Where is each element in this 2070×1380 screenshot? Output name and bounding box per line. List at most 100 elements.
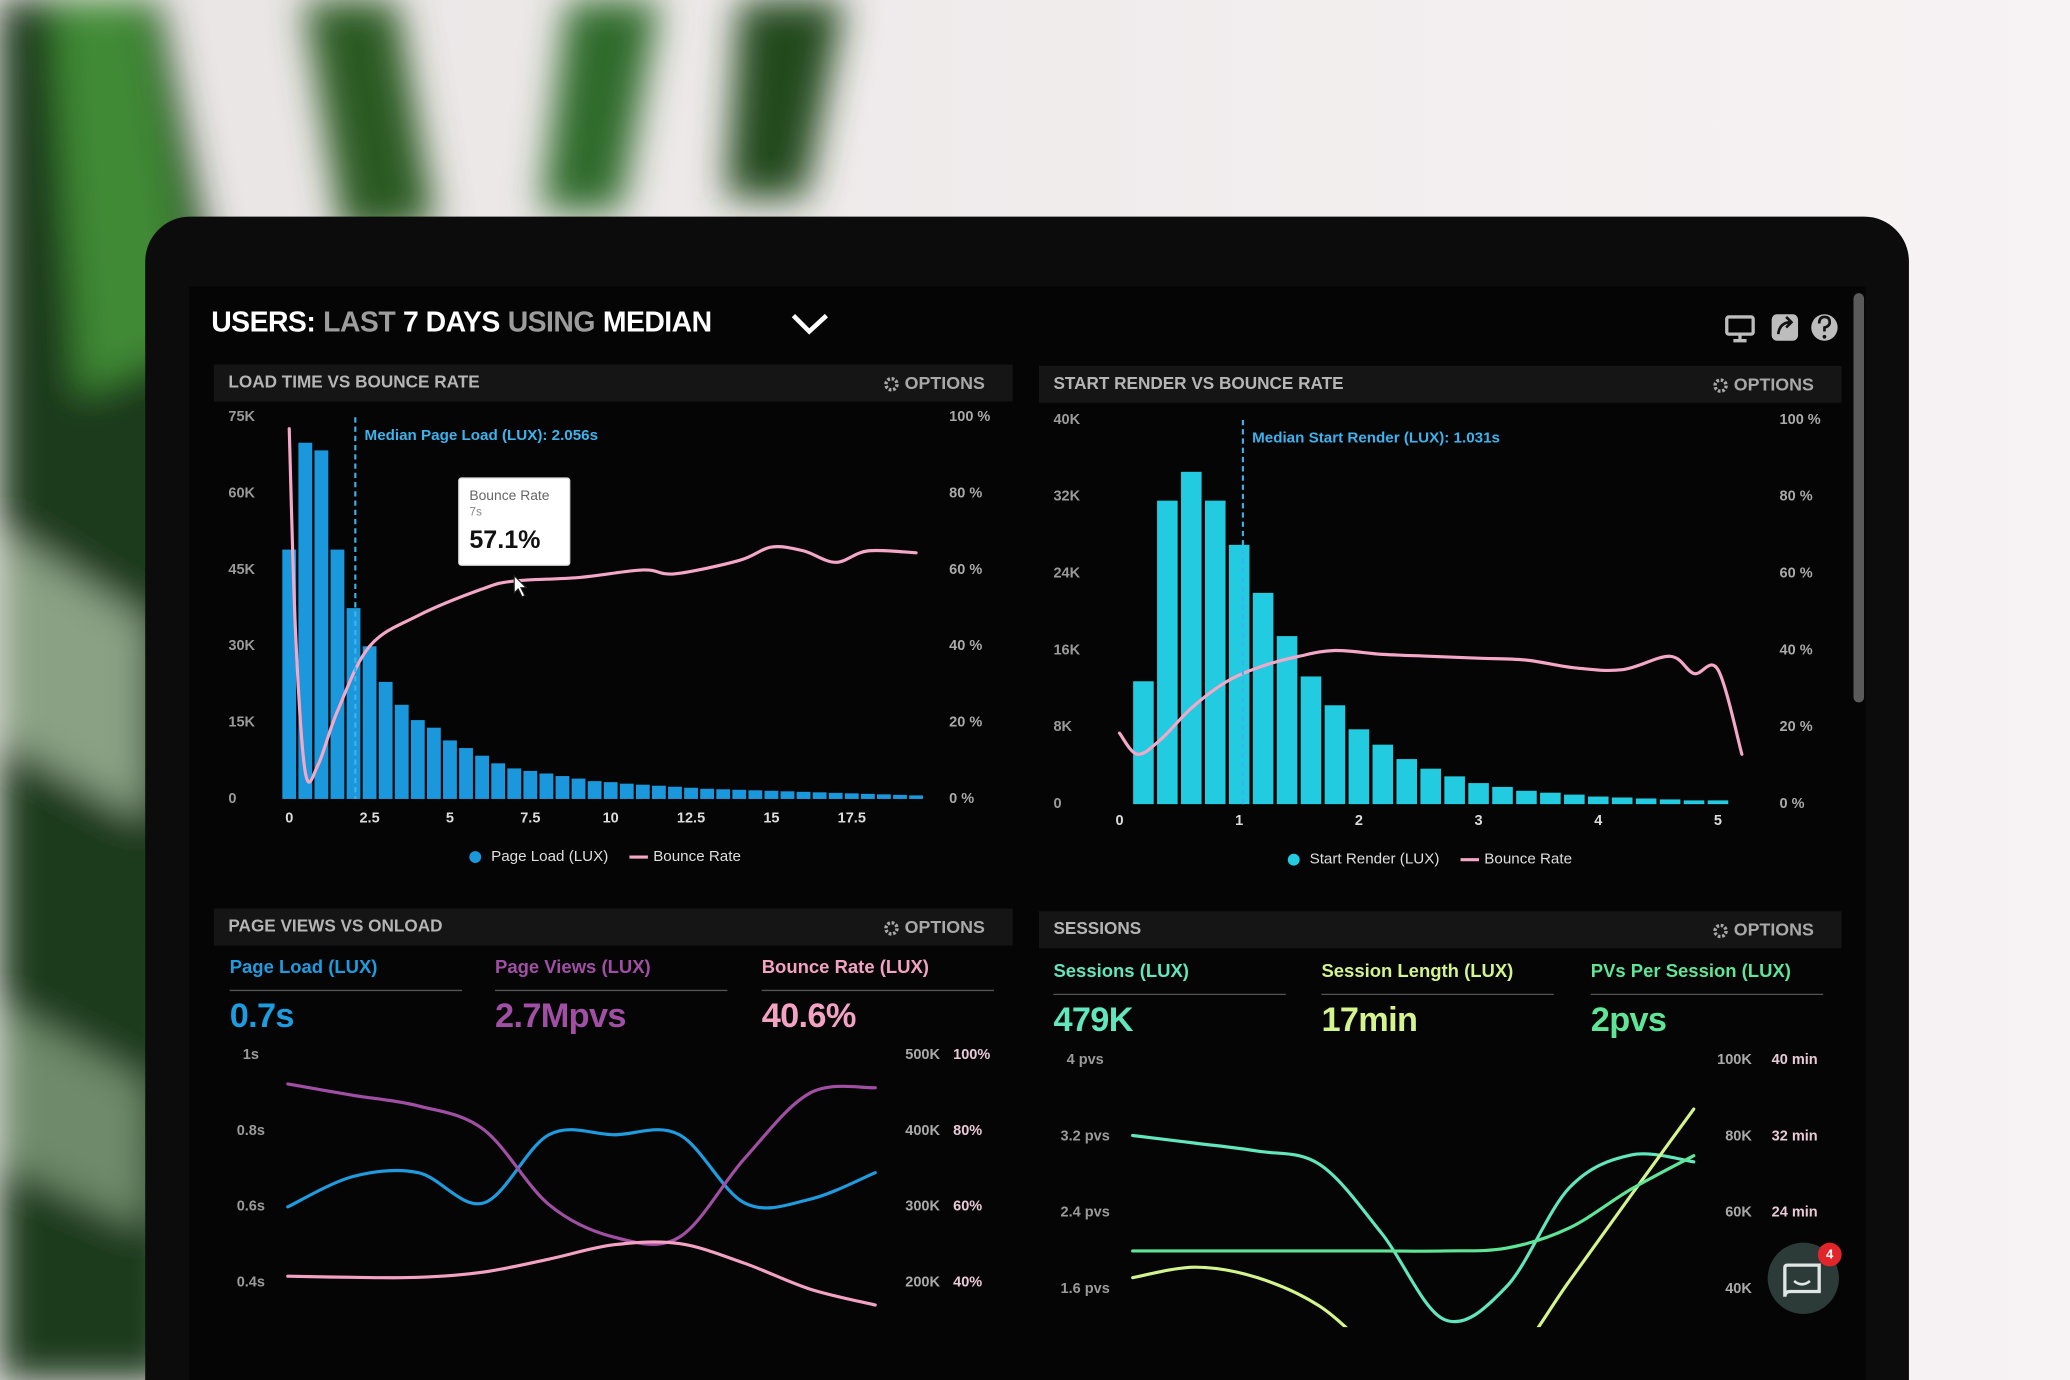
y-tick-label: 32K <box>1053 489 1080 505</box>
y3-tick-label: 40 min <box>1772 1052 1818 1068</box>
bar <box>1444 776 1465 805</box>
bar <box>668 786 682 799</box>
dashboard-title: USERS: LAST 7 DAYS USING MEDIAN <box>211 306 711 338</box>
screen <box>188 286 1866 1380</box>
tooltip-x: 7s <box>469 504 482 518</box>
y2-tick-label: 0 % <box>1780 796 1805 812</box>
bar <box>700 788 715 799</box>
y3-tick-label: 60% <box>953 1199 982 1215</box>
bar <box>796 791 811 799</box>
title-word: USERS: <box>211 306 315 338</box>
x-tick-label: 1 <box>1235 813 1243 829</box>
y2-tick-label: 80K <box>1725 1128 1752 1144</box>
bar <box>587 781 602 799</box>
metric-value: 2pvs <box>1591 1001 1667 1039</box>
bar <box>346 608 361 799</box>
bar <box>1157 500 1178 805</box>
gear-icon <box>1713 923 1728 939</box>
bar <box>1683 800 1705 805</box>
bar <box>491 763 506 799</box>
metric-label: Bounce Rate (LUX) <box>762 956 929 977</box>
help-icon[interactable] <box>1811 314 1838 341</box>
metric-value: 0.7s <box>230 997 294 1035</box>
dropdown-chevron[interactable] <box>791 313 828 335</box>
bar <box>1707 800 1729 805</box>
y2-tick-label: 20 % <box>1780 719 1813 735</box>
bar <box>1659 799 1681 805</box>
y2-tick-label: 100 % <box>949 409 990 425</box>
chat-button[interactable]: 4 <box>1767 1242 1842 1314</box>
title-word: LAST <box>323 306 396 338</box>
y-tick-label: 1s <box>243 1047 259 1063</box>
bar <box>1372 744 1394 805</box>
plot-area <box>1131 1107 1696 1328</box>
y-tick-label: 45K <box>228 562 255 578</box>
y-tick-label: 24K <box>1053 565 1080 581</box>
bar <box>394 704 409 799</box>
legend-label: Bounce Rate <box>1484 851 1572 868</box>
bar <box>475 755 490 799</box>
bar <box>523 770 538 799</box>
bar <box>1635 798 1657 805</box>
y2-tick-label: 60 % <box>949 562 982 578</box>
panel-header <box>1038 365 1842 403</box>
legend-label: Start Render (LUX) <box>1310 851 1440 868</box>
plot-area <box>282 427 923 799</box>
x-tick-label: 10 <box>603 811 619 827</box>
options-button[interactable]: OPTIONS <box>1734 374 1814 394</box>
y2-tick-label: 80 % <box>949 485 982 501</box>
x-tick-label: 17.5 <box>838 811 866 827</box>
scrollbar[interactable] <box>1853 293 1865 703</box>
bar <box>539 773 554 799</box>
y-tick-label: 40K <box>1053 412 1080 428</box>
bar <box>909 795 923 799</box>
x-tick-label: 3 <box>1475 813 1483 829</box>
options-button[interactable]: OPTIONS <box>905 373 985 393</box>
bar <box>507 768 522 799</box>
metric-label: Page Views (LUX) <box>495 956 651 977</box>
y2-tick-label: 0 % <box>949 791 974 807</box>
bar <box>1276 636 1298 805</box>
y2-tick-label: 500K <box>905 1047 940 1063</box>
bar <box>1181 471 1202 805</box>
bar <box>282 549 297 799</box>
panel-title: SESSIONS <box>1053 918 1141 938</box>
options-button[interactable]: OPTIONS <box>1734 920 1814 940</box>
y2-tick-label: 40 % <box>1780 642 1813 658</box>
panel-header <box>213 908 1013 946</box>
y-tick-label: 75K <box>228 409 255 425</box>
line <box>1131 1107 1696 1328</box>
y-tick-label: 16K <box>1053 642 1080 658</box>
y-tick-label: 0 <box>228 791 236 807</box>
bar <box>1516 790 1537 805</box>
panel-header <box>1038 911 1842 949</box>
bar <box>426 727 441 799</box>
share-icon[interactable] <box>1771 314 1799 341</box>
legend-label: Page Load (LUX) <box>491 848 608 865</box>
tooltip-title: Bounce Rate <box>469 487 549 503</box>
y2-tick-label: 200K <box>905 1274 940 1290</box>
line <box>1131 1133 1696 1324</box>
bar <box>619 783 634 799</box>
y-tick-label: 4 pvs <box>1067 1052 1104 1068</box>
options-button[interactable]: OPTIONS <box>905 917 985 937</box>
line <box>1117 648 1744 756</box>
monitor-icon[interactable] <box>1725 315 1755 343</box>
bar <box>603 782 618 799</box>
y2-tick-label: 100 % <box>1780 412 1821 428</box>
bar <box>828 792 843 799</box>
y2-tick-label: 60 % <box>1780 565 1813 581</box>
y2-tick-label: 100K <box>1717 1052 1752 1068</box>
bar <box>1324 705 1346 805</box>
y-tick-label: 3.2 pvs <box>1061 1128 1110 1144</box>
title-word: USING <box>508 306 595 338</box>
chart-panel: LOAD TIME VS BOUNCE RATE OPTIONS 75K 60K 45K… <box>213 364 1013 865</box>
bar <box>1540 792 1561 805</box>
plot-area <box>286 1082 877 1307</box>
bar <box>877 794 891 799</box>
panel-header <box>213 364 1013 402</box>
gear-icon <box>884 921 899 936</box>
bar <box>378 681 393 799</box>
bar <box>1587 796 1609 805</box>
